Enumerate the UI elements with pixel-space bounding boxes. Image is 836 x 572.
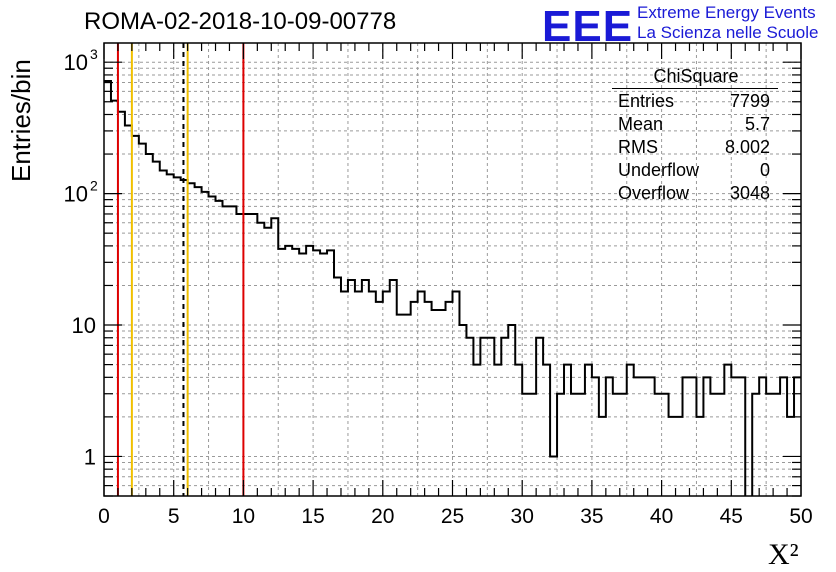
x-tick-label: 50 [789,505,812,528]
y-tick-exponent: 3 [90,46,98,62]
stats-label: Mean [618,114,664,134]
stats-title: ChiSquare [612,66,778,89]
x-tick-label: 20 [371,505,394,528]
stats-label: RMS [618,137,658,157]
stats-value: 8.002 [724,137,770,157]
y-axis-label: Entries/bin [6,59,36,182]
y-tick-label: 10 [72,313,96,338]
y-tick-label: 10 [64,182,88,207]
stats-row-entries: Entries 7799 [612,89,778,112]
x-tick-label: 25 [441,505,464,528]
y-tick-label: 1 [84,444,96,469]
chart-title: ROMA-02-2018-10-09-00778 [84,8,397,35]
y-tick-exponent: 2 [90,178,98,194]
x-tick-label: 30 [511,505,534,528]
stats-label: Underflow [618,160,700,180]
stats-box: ChiSquare Entries 7799 Mean 5.7 RMS 8.00… [612,66,778,204]
x-axis-label: X² [768,538,799,571]
stats-row-mean: Mean 5.7 [612,112,778,135]
logo-line-2: La Scienza nelle Scuole [637,23,819,42]
x-tick-label: 40 [650,505,673,528]
y-tick-label: 10 [64,50,88,75]
stats-value: 5.7 [744,114,770,134]
x-tick-label: 35 [580,505,603,528]
logo-line-1: Extreme Energy Events [637,3,816,22]
stats-row-rms: RMS 8.002 [612,135,778,158]
stats-value: 0 [759,160,770,180]
x-tick-label: 0 [98,505,110,528]
stats-row-underflow: Underflow 0 [612,158,778,181]
stats-value: 7799 [729,91,770,111]
x-tick-label: 15 [301,505,324,528]
stats-label: Entries [618,91,675,111]
histogram-step [104,79,801,496]
stats-value: 3048 [729,183,770,203]
x-tick-label: 45 [720,505,743,528]
stats-label: Overflow [618,183,690,203]
stats-row-overflow: Overflow 3048 [612,181,778,204]
x-tick-label: 10 [232,505,255,528]
x-tick-label: 5 [168,505,180,528]
